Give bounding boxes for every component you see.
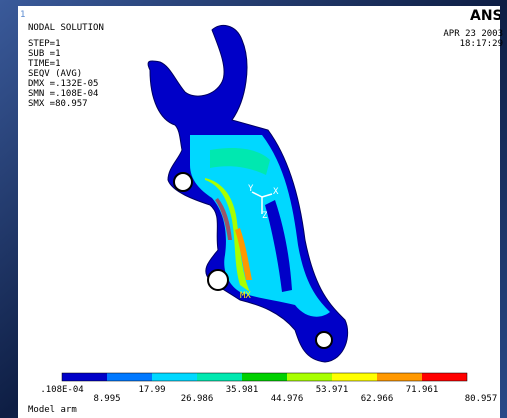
triad-label: Y [248,184,254,194]
triad-label: Z [262,211,268,221]
date: APR 23 2003 [443,29,503,39]
triad-label: X [273,187,279,197]
model [147,24,349,363]
color-legend: .108E-04 17.99 35.981 53.971 71.961 8.995 26.9… [40,372,498,404]
plot-title: NODAL SOLUTION [28,23,104,33]
legend-label: 71.961 [406,385,439,395]
info-line: SUB =1 [28,49,61,59]
info-line: SMX =80.957 [28,99,88,109]
legend-label: 8.995 [93,394,120,404]
legend-label: .108E-04 [40,385,83,395]
legend-label: 80.957 [465,394,498,404]
time: 18:17:29 [460,39,503,49]
legend-swatch [332,373,377,381]
legend-label: 26.986 [181,394,214,404]
legend-label: 53.971 [316,385,349,395]
legend-label: 17.99 [138,385,165,395]
legend-swatch [107,373,152,381]
legend-label: 44.976 [271,394,304,404]
legend-swatch [152,373,197,381]
window-number: 1 [20,10,25,20]
legend-swatch [377,373,422,381]
info-line: DMX =.132E-05 [28,79,98,89]
legend-swatch [422,373,467,381]
info-line: SEQV (AVG) [28,69,82,79]
legend-swatch [242,373,287,381]
info-line: SMN =.108E-04 [28,89,98,99]
info-line: STEP=1 [28,39,61,49]
legend-swatch [287,373,332,381]
footer: Model arm [28,405,77,415]
legend-swatch [197,373,242,381]
legend-label: 35.981 [226,385,259,395]
legend-swatch [62,373,107,381]
legend-frame [61,372,468,382]
info-line: TIME=1 [28,59,61,69]
max-marker: MX [240,291,251,301]
legend-label: 62.966 [361,394,394,404]
logo: ANSYS [470,8,507,24]
